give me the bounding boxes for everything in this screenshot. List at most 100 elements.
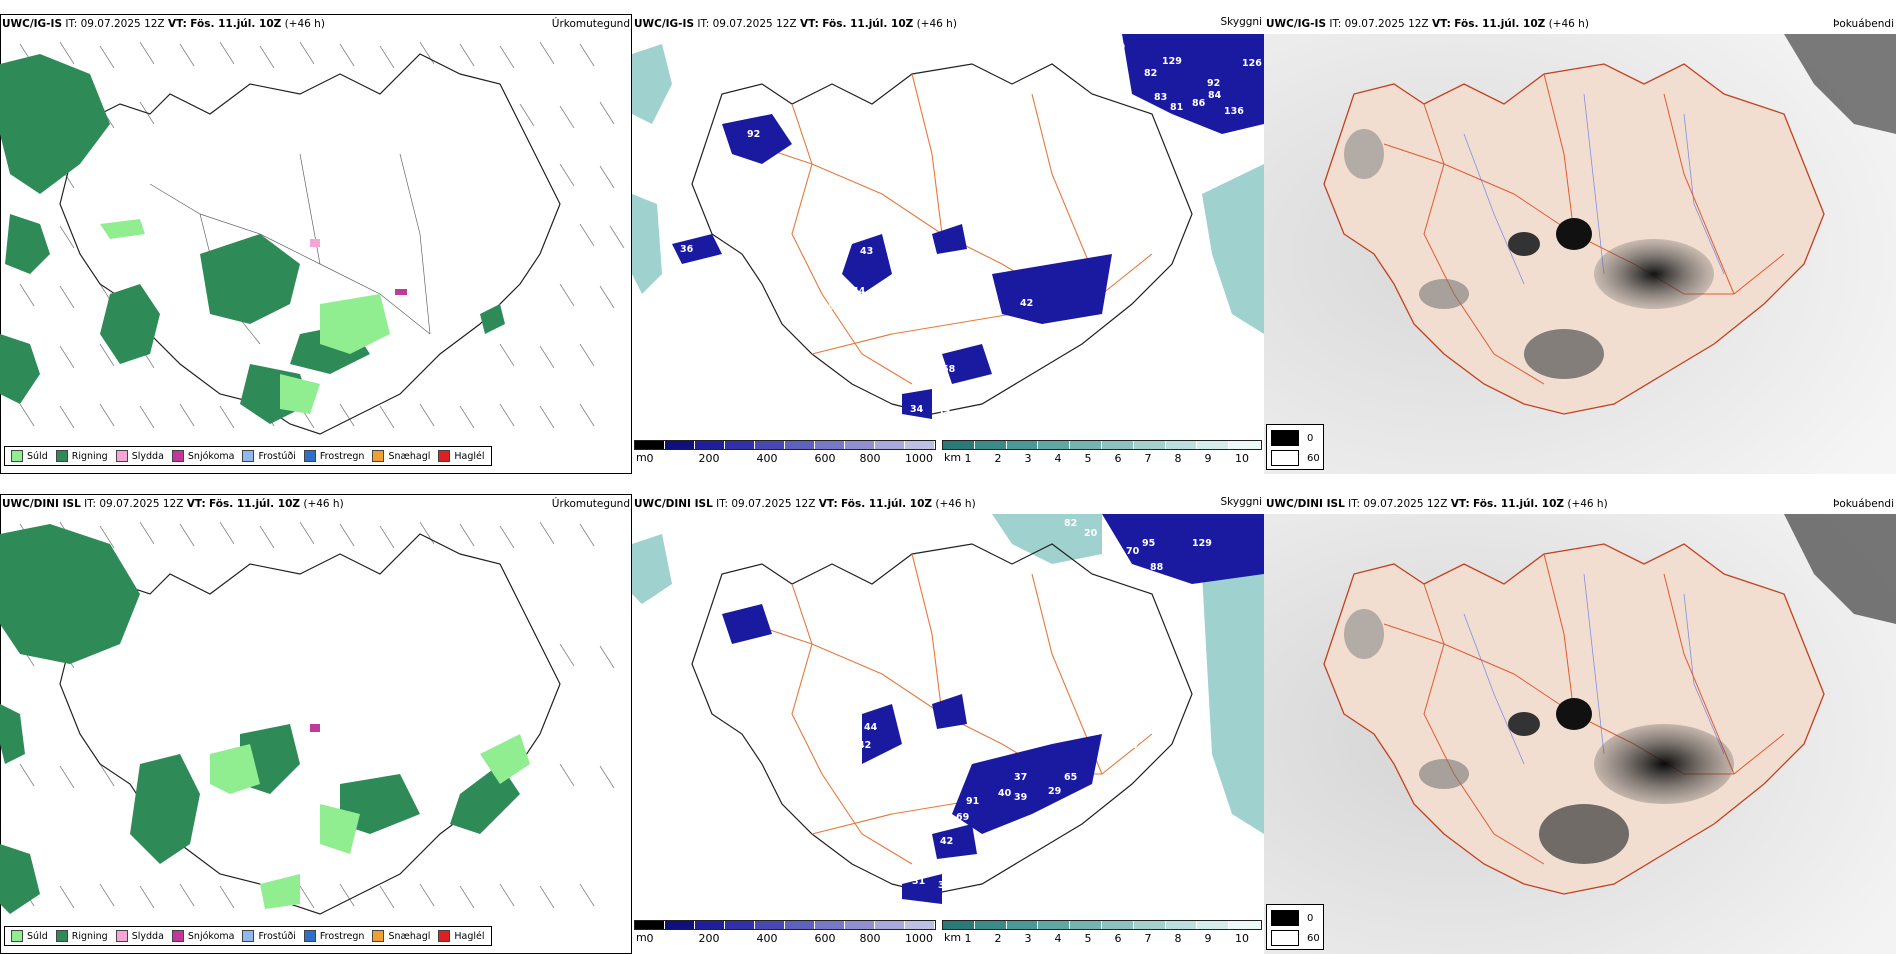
svg-text:29: 29 [1048,786,1061,797]
fog-blob [1344,129,1384,179]
legend-item-snjokoma: Snjókoma [171,930,234,942]
fog-index-map [1264,514,1896,954]
swatch [242,930,255,942]
visibility-ramp [942,440,1262,450]
svg-text:79: 79 [1104,554,1117,565]
iceland-outline [59,533,561,915]
svg-text:58: 58 [942,364,956,375]
fog-swatch-white [1271,930,1299,946]
cloud-ceiling [672,34,1264,419]
swatch [55,930,68,942]
swatch [438,930,451,942]
roads [751,553,1153,865]
legend-item-snaehagl: Snæhagl [372,930,430,942]
rivers [1463,93,1725,285]
visibility-colorbar: km 1 2 3 4 5 6 7 8 9 10 [942,920,1262,950]
fog-blob [1344,609,1384,659]
svg-text:92: 92 [1207,78,1220,89]
swatch [372,450,385,462]
swatch [115,930,128,942]
legend-item-frostregn: Frostregn [303,930,364,942]
visibility-map: 82 20 95 129 79 70 88 80 44 33 42 39 37 … [632,514,1264,904]
ceiling-colorbar: m 0 200 400 600 800 1000 [634,920,936,950]
roads [751,73,1153,385]
visibility-colorbar: km 1 2 3 4 5 6 7 8 9 10 [942,440,1262,470]
fog-blob [1539,804,1629,864]
drizzle-areas [210,734,530,909]
offshore-fog [1784,34,1896,134]
svg-text:81: 81 [1170,102,1183,113]
roads [149,153,431,345]
swatch [438,450,451,462]
fog-swatch-white [1271,450,1299,466]
svg-text:95: 95 [1142,538,1155,549]
swatch [55,450,68,462]
svg-text:86: 86 [1192,98,1206,109]
roads [1383,553,1785,865]
svg-text:34: 34 [1124,740,1138,751]
svg-text:126: 126 [1242,58,1262,69]
ceiling-ticks: 0 200 400 600 800 1000 [646,932,934,945]
panel-header: UWC/IG-IS IT: 09.07.2025 12Z VT: Fös. 11… [2,18,325,30]
panel-header: UWC/DINI ISL IT: 09.07.2025 12Z VT: Fös.… [2,498,344,510]
svg-text:31: 31 [912,876,925,887]
sea-visibility [632,44,1264,334]
svg-text:82: 82 [1064,518,1077,529]
svg-text:36: 36 [938,880,952,891]
rain-areas [0,54,505,424]
drizzle-areas [100,219,390,414]
swatch [303,930,316,942]
visibility-panel-row2: UWC/DINI ISL IT: 09.07.2025 12Z VT: Fös.… [632,494,1264,954]
fog-blob [1594,724,1734,804]
legend-item-haglel: Haglél [438,450,485,462]
legend-item-slydda: Slydda [115,930,164,942]
visibility-ticks: 1 2 3 4 5 6 7 8 9 10 [964,932,1250,945]
svg-text:88: 88 [1150,562,1164,573]
swatch [115,450,128,462]
svg-text:129: 129 [1162,56,1182,67]
ceiling-colorbar: m 0 200 400 600 800 1000 [634,440,936,470]
cloud-base-labels: 82 20 95 129 79 70 88 80 44 33 42 39 37 … [702,518,1212,891]
swatch [171,930,184,942]
svg-text:42: 42 [1020,298,1033,309]
rivers [1463,573,1725,765]
fog-blob [1508,232,1540,256]
ptype-legend: Súld Rigning Slydda Snjókoma Frostúði Fr… [4,926,492,946]
panel-header: UWC/DINI ISL IT: 09.07.2025 12Z VT: Fös.… [634,498,976,510]
fog-blob [1524,329,1604,379]
swatch [372,930,385,942]
rain-areas [0,524,520,914]
legend-item-slydda: Slydda [115,450,164,462]
ptype-legend: Súld Rigning Slydda Snjókoma Frostúði Fr… [4,446,492,466]
svg-text:36: 36 [680,244,694,255]
sea-visibility [632,514,1264,834]
svg-text:55: 55 [702,154,715,165]
ptype-panel-row2: UWC/DINI ISL IT: 09.07.2025 12Z VT: Fös.… [0,494,632,954]
svg-text:37: 37 [1014,772,1027,783]
svg-text:37: 37 [1152,772,1165,783]
swatch [303,450,316,462]
cloud-base-labels: 89 129 126 82 92 83 81 86 84 136 92 55 3… [680,42,1262,420]
panel-header: UWC/IG-IS IT: 09.07.2025 12Z VT: Fös. 11… [634,18,957,30]
svg-text:91: 91 [966,796,979,807]
visibility-map: 89 129 126 82 92 83 81 86 84 136 92 55 3… [632,34,1264,420]
fog-blob [1508,712,1540,736]
svg-text:65: 65 [992,366,1005,377]
snow-spot [310,724,320,732]
legend-item-haglel: Haglél [438,930,485,942]
svg-text:129: 129 [1192,538,1212,549]
svg-text:44: 44 [852,286,866,297]
svg-text:86: 86 [828,301,842,312]
fog-legend: 0 60 [1266,424,1324,470]
svg-text:80: 80 [702,642,716,653]
swatch [242,450,255,462]
visibility-ticks: 1 2 3 4 5 6 7 8 9 10 [964,452,1250,465]
panel-title: Úrkomutegund [551,18,630,30]
svg-text:92: 92 [747,129,760,140]
offshore-fog [1784,514,1896,624]
svg-text:33: 33 [944,252,957,263]
svg-text:89: 89 [1112,42,1125,53]
visibility-ramp [942,920,1262,930]
sleet-spot [310,239,320,247]
svg-text:33: 33 [944,728,957,739]
